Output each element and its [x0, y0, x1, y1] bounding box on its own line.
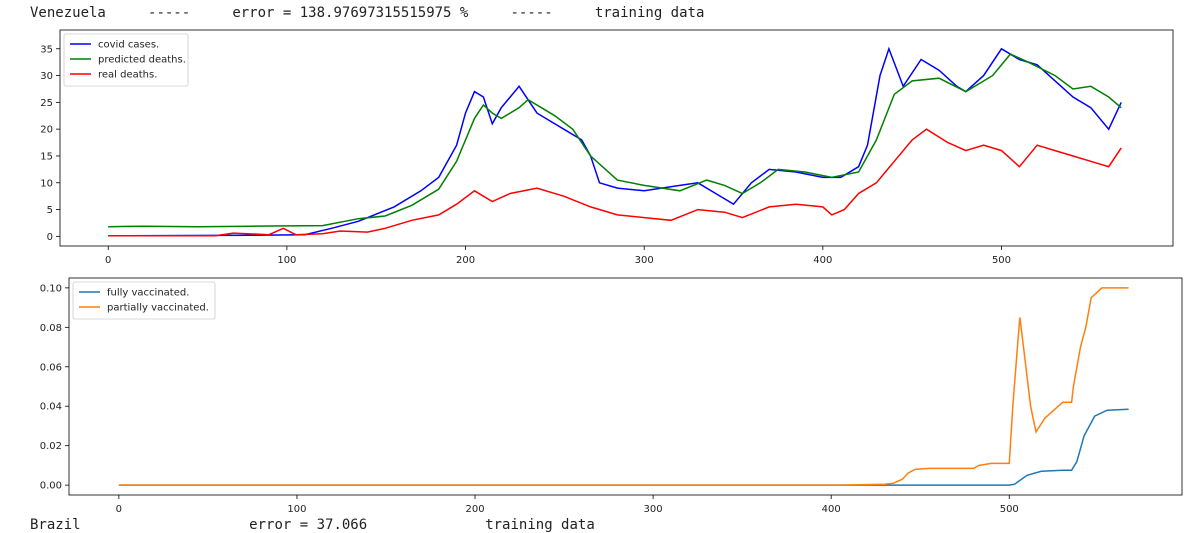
- header-country: Venezuela: [30, 5, 106, 21]
- legend-label: fully vaccinated.: [107, 288, 189, 299]
- y-tick-label: 25: [40, 98, 53, 109]
- header-error: error = 138.97697315515975 %: [232, 5, 469, 21]
- header-separator-2: -----: [510, 5, 553, 21]
- series-line-2: [108, 128, 1122, 237]
- x-tick-label: 200: [465, 504, 484, 515]
- deaths-chart: 0 100 200 300 400 500 0 5 10 15 20 25 30 35 covid case…: [40, 29, 1174, 266]
- x-tick-label: 200: [456, 255, 475, 266]
- y-tick-label: 35: [40, 44, 53, 55]
- legend-label: covid cases.: [98, 40, 159, 51]
- plot-frame: [59, 29, 1174, 247]
- footer-mode: training data: [485, 517, 595, 533]
- vaccination-chart: 0 100 200 300 400 500 0.00 0.02 0.04 0.06 0.08 0.10…: [40, 277, 1183, 515]
- legend: fully vaccinated. partially vaccinated.: [72, 281, 216, 320]
- x-tick-label: 0: [105, 255, 111, 266]
- y-tick-label: 5: [47, 205, 53, 216]
- footer-country: Brazil: [30, 517, 81, 533]
- legend: covid cases. predicted deaths. real deaths…: [63, 33, 189, 87]
- series-line-0: [108, 46, 1122, 237]
- next-chart-header: Brazil error = 37.066 training data: [30, 517, 595, 533]
- y-tick-label: 0.06: [40, 362, 62, 373]
- x-tick-label: 300: [635, 255, 654, 266]
- legend-label: partially vaccinated.: [107, 303, 209, 314]
- header-separator-1: -----: [148, 5, 191, 21]
- y-tick-label: 0.02: [40, 441, 62, 452]
- legend-label: real deaths.: [98, 70, 157, 81]
- y-tick-label: 0.10: [40, 283, 62, 294]
- chart-header: Venezuela ----- error = 138.976973155159…: [30, 5, 704, 21]
- y-tick-label: 0.00: [40, 481, 62, 492]
- y-tick-label: 0.08: [40, 323, 62, 334]
- series-line-1: [118, 287, 1129, 486]
- legend-label: predicted deaths.: [98, 55, 186, 66]
- x-tick-label: 500: [1000, 504, 1019, 515]
- legend-box: [63, 33, 189, 87]
- x-tick-label: 400: [813, 255, 832, 266]
- series-line-0: [118, 408, 1129, 486]
- y-tick-label: 30: [40, 71, 53, 82]
- y-tick-label: 15: [40, 151, 53, 162]
- plot-frame: [68, 277, 1183, 496]
- x-tick-label: 100: [277, 255, 296, 266]
- y-tick-label: 0.04: [40, 402, 62, 413]
- x-tick-label: 500: [992, 255, 1011, 266]
- header-mode: training data: [594, 5, 705, 21]
- y-tick-label: 20: [40, 125, 53, 136]
- x-tick-label: 400: [822, 504, 841, 515]
- x-tick-label: 300: [644, 504, 663, 515]
- legend-box: [72, 281, 216, 320]
- x-tick-label: 0: [116, 504, 122, 515]
- footer-error: error = 37.066: [249, 517, 368, 533]
- y-tick-label: 0: [47, 232, 53, 243]
- y-tick-label: 10: [40, 178, 53, 189]
- x-tick-label: 100: [287, 504, 306, 515]
- series-line-1: [108, 53, 1122, 228]
